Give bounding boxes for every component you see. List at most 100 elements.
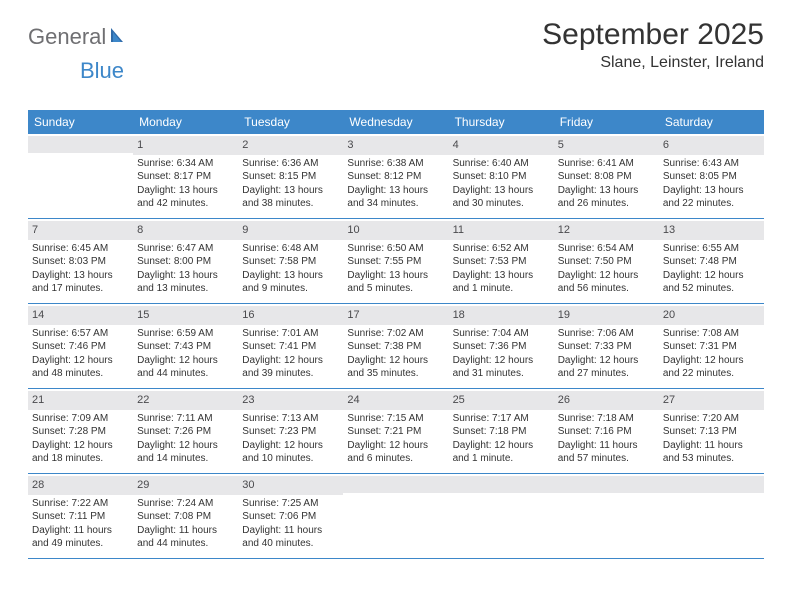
sunrise-text: Sunrise: 6:47 AM <box>137 242 234 256</box>
sunset-text: Sunset: 8:05 PM <box>663 170 760 184</box>
sunrise-text: Sunrise: 7:15 AM <box>347 412 444 426</box>
day-number: 12 <box>554 221 659 240</box>
daylight-text: Daylight: 12 hours and 56 minutes. <box>558 269 655 296</box>
sunset-text: Sunset: 7:33 PM <box>558 340 655 354</box>
day-number: 4 <box>449 136 554 155</box>
day-number: 5 <box>554 136 659 155</box>
calendar-cell: 13Sunrise: 6:55 AMSunset: 7:48 PMDayligh… <box>659 219 764 303</box>
day-number: 26 <box>554 391 659 410</box>
sunset-text: Sunset: 8:03 PM <box>32 255 129 269</box>
day-number: 23 <box>238 391 343 410</box>
day-number: 14 <box>28 306 133 325</box>
sunset-text: Sunset: 7:26 PM <box>137 425 234 439</box>
day-facts: Sunrise: 7:04 AMSunset: 7:36 PMDaylight:… <box>453 327 550 381</box>
dayhead-sun: Sunday <box>28 110 133 134</box>
calendar-cell: 6Sunrise: 6:43 AMSunset: 8:05 PMDaylight… <box>659 134 764 218</box>
day-facts: Sunrise: 6:40 AMSunset: 8:10 PMDaylight:… <box>453 157 550 211</box>
day-facts: Sunrise: 6:55 AMSunset: 7:48 PMDaylight:… <box>663 242 760 296</box>
day-facts: Sunrise: 7:13 AMSunset: 7:23 PMDaylight:… <box>242 412 339 466</box>
calendar-cell: 11Sunrise: 6:52 AMSunset: 7:53 PMDayligh… <box>449 219 554 303</box>
sunset-text: Sunset: 7:58 PM <box>242 255 339 269</box>
daylight-text: Daylight: 13 hours and 13 minutes. <box>137 269 234 296</box>
dayhead-sat: Saturday <box>659 110 764 134</box>
calendar-cell: 25Sunrise: 7:17 AMSunset: 7:18 PMDayligh… <box>449 389 554 473</box>
sunset-text: Sunset: 8:00 PM <box>137 255 234 269</box>
sunrise-text: Sunrise: 7:17 AM <box>453 412 550 426</box>
calendar-cell <box>343 474 448 558</box>
calendar-cell: 20Sunrise: 7:08 AMSunset: 7:31 PMDayligh… <box>659 304 764 388</box>
calendar-cell: 19Sunrise: 7:06 AMSunset: 7:33 PMDayligh… <box>554 304 659 388</box>
calendar-cell: 4 Sunrise: 6:40 AMSunset: 8:10 PMDaylight… <box>449 134 554 218</box>
daylight-text: Daylight: 13 hours and 5 minutes. <box>347 269 444 296</box>
sunrise-text: Sunrise: 7:25 AM <box>242 497 339 511</box>
daylight-text: Daylight: 12 hours and 44 minutes. <box>137 354 234 381</box>
sunrise-text: Sunrise: 6:41 AM <box>558 157 655 171</box>
day-number: 20 <box>659 306 764 325</box>
calendar-cell: 18Sunrise: 7:04 AMSunset: 7:36 PMDayligh… <box>449 304 554 388</box>
sunset-text: Sunset: 7:06 PM <box>242 510 339 524</box>
sunrise-text: Sunrise: 7:01 AM <box>242 327 339 341</box>
weeks-container: 1Sunrise: 6:34 AMSunset: 8:17 PMDaylight… <box>28 134 764 559</box>
day-number: 2 <box>238 136 343 155</box>
day-facts: Sunrise: 7:02 AMSunset: 7:38 PMDaylight:… <box>347 327 444 381</box>
calendar-cell: 26 Sunrise: 7:18 AMSunset: 7:16 PMDayligh… <box>554 389 659 473</box>
calendar-cell: 28Sunrise: 7:22 AMSunset: 7:11 PMDayligh… <box>28 474 133 558</box>
sunrise-text: Sunrise: 6:54 AM <box>558 242 655 256</box>
day-facts: Sunrise: 6:36 AMSunset: 8:15 PMDaylight:… <box>242 157 339 211</box>
sunrise-text: Sunrise: 6:38 AM <box>347 157 444 171</box>
calendar-cell <box>659 474 764 558</box>
calendar-cell: 29Sunrise: 7:24 AMSunset: 7:08 PMDayligh… <box>133 474 238 558</box>
sunrise-text: Sunrise: 6:55 AM <box>663 242 760 256</box>
sunset-text: Sunset: 7:16 PM <box>558 425 655 439</box>
daylight-text: Daylight: 12 hours and 52 minutes. <box>663 269 760 296</box>
calendar-cell: 1Sunrise: 6:34 AMSunset: 8:17 PMDaylight… <box>133 134 238 218</box>
sunrise-text: Sunrise: 7:13 AM <box>242 412 339 426</box>
day-number: 7 <box>28 221 133 240</box>
sunrise-text: Sunrise: 6:57 AM <box>32 327 129 341</box>
daylight-text: Daylight: 12 hours and 35 minutes. <box>347 354 444 381</box>
week-row: 21Sunrise: 7:09 AMSunset: 7:28 PMDayligh… <box>28 389 764 474</box>
calendar-cell: 8Sunrise: 6:47 AMSunset: 8:00 PMDaylight… <box>133 219 238 303</box>
calendar-cell: 23 Sunrise: 7:13 AMSunset: 7:23 PMDayligh… <box>238 389 343 473</box>
sunrise-text: Sunrise: 6:36 AM <box>242 157 339 171</box>
sunset-text: Sunset: 7:28 PM <box>32 425 129 439</box>
daylight-text: Daylight: 13 hours and 42 minutes. <box>137 184 234 211</box>
daylight-text: Daylight: 12 hours and 48 minutes. <box>32 354 129 381</box>
day-number: 29 <box>133 476 238 495</box>
sunrise-text: Sunrise: 7:09 AM <box>32 412 129 426</box>
day-facts: Sunrise: 6:59 AMSunset: 7:43 PMDaylight:… <box>137 327 234 381</box>
sunset-text: Sunset: 7:11 PM <box>32 510 129 524</box>
sunrise-text: Sunrise: 6:50 AM <box>347 242 444 256</box>
week-row: 7 Sunrise: 6:45 AMSunset: 8:03 PM Daylight… <box>28 219 764 304</box>
daylight-text: Daylight: 13 hours and 26 minutes. <box>558 184 655 211</box>
sunrise-text: Sunrise: 7:20 AM <box>663 412 760 426</box>
day-facts: Sunrise: 7:22 AMSunset: 7:11 PMDaylight:… <box>32 497 129 551</box>
calendar-cell: 10Sunrise: 6:50 AMSunset: 7:55 PMDayligh… <box>343 219 448 303</box>
daylight-text: Daylight: 13 hours and 38 minutes. <box>242 184 339 211</box>
calendar: Sunday Monday Tuesday Wednesday Thursday… <box>28 110 764 559</box>
day-facts: Sunrise: 6:41 AMSunset: 8:08 PMDaylight:… <box>558 157 655 211</box>
sunrise-text: Sunrise: 6:59 AM <box>137 327 234 341</box>
daylight-text: Daylight: 12 hours and 31 minutes. <box>453 354 550 381</box>
day-header-row: Sunday Monday Tuesday Wednesday Thursday… <box>28 110 764 134</box>
sunset-text: Sunset: 7:46 PM <box>32 340 129 354</box>
sunset-text: Sunset: 7:53 PM <box>453 255 550 269</box>
calendar-cell: 24Sunrise: 7:15 AMSunset: 7:21 PMDayligh… <box>343 389 448 473</box>
day-facts: Sunrise: 6:47 AMSunset: 8:00 PMDaylight:… <box>137 242 234 296</box>
week-row: 14Sunrise: 6:57 AMSunset: 7:46 PMDayligh… <box>28 304 764 389</box>
sunrise-text: Sunrise: 6:45 AM <box>32 242 129 256</box>
daylight-text: Daylight: 11 hours and 40 minutes. <box>242 524 339 551</box>
calendar-cell: 16Sunrise: 7:01 AMSunset: 7:41 PMDayligh… <box>238 304 343 388</box>
sunrise-text: Sunrise: 6:34 AM <box>137 157 234 171</box>
sunset-text: Sunset: 7:55 PM <box>347 255 444 269</box>
month-title: September 2025 <box>542 18 764 52</box>
day-facts: Sunrise: 7:25 AMSunset: 7:06 PMDaylight:… <box>242 497 339 551</box>
day-facts: Sunrise: 7:18 AMSunset: 7:16 PMDaylight:… <box>558 412 655 466</box>
sunrise-text: Sunrise: 6:40 AM <box>453 157 550 171</box>
day-facts: Sunrise: 7:09 AMSunset: 7:28 PMDaylight:… <box>32 412 129 466</box>
day-number: 16 <box>238 306 343 325</box>
day-facts: Sunrise: 6:57 AMSunset: 7:46 PMDaylight:… <box>32 327 129 381</box>
day-number: 22 <box>133 391 238 410</box>
day-facts: Sunrise: 6:43 AMSunset: 8:05 PMDaylight:… <box>663 157 760 211</box>
sunrise-text: Sunrise: 7:11 AM <box>137 412 234 426</box>
